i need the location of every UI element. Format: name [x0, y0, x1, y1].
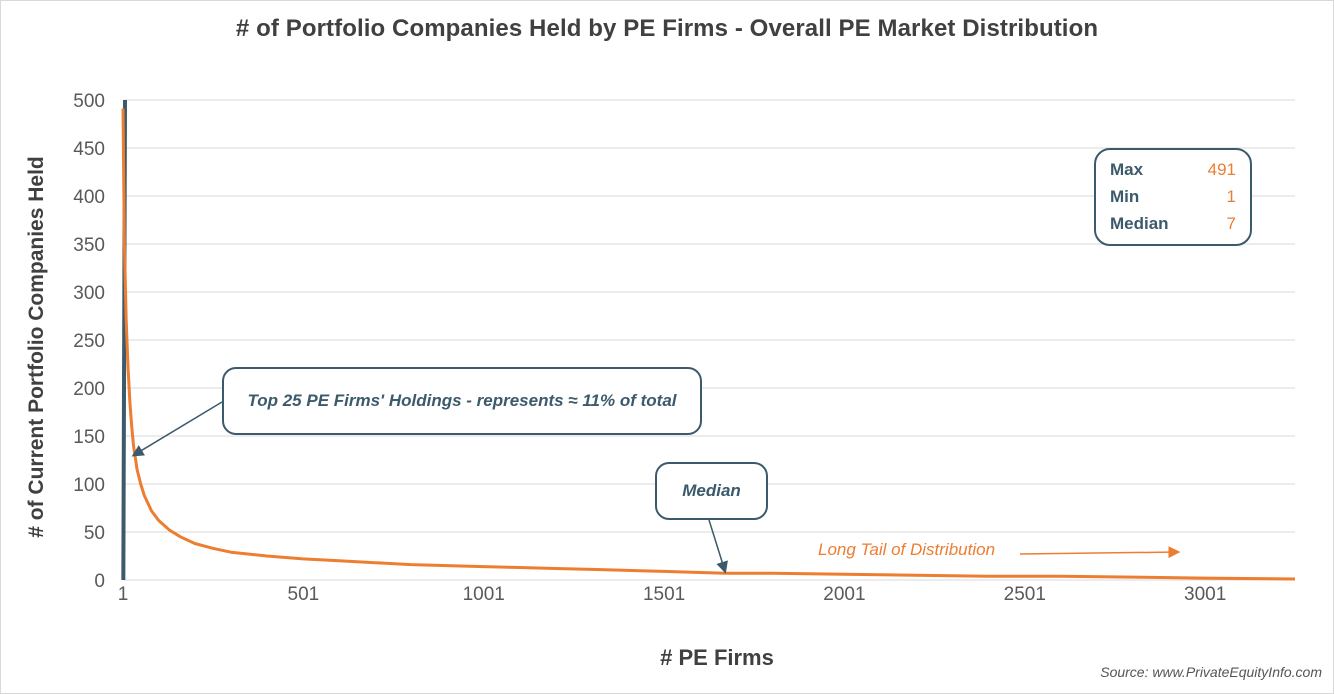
y-tick-label: 500	[73, 91, 105, 112]
median-callout: Median	[655, 462, 768, 520]
x-tick-label: 2001	[823, 584, 865, 605]
x-tick-label: 3001	[1184, 584, 1226, 605]
y-tick-label: 400	[73, 187, 105, 208]
x-tick-label: 1	[118, 584, 129, 605]
long-tail-label: Long Tail of Distribution	[818, 540, 996, 559]
x-axis-label: # PE Firms	[660, 645, 774, 670]
y-tick-label: 200	[73, 379, 105, 400]
y-tick-label: 250	[73, 331, 105, 352]
stat-value-median: 7	[1226, 214, 1236, 233]
source-note: Source: www.PrivateEquityInfo.com	[1100, 664, 1322, 680]
top25-arrow	[131, 401, 223, 457]
stat-value-max: 491	[1207, 160, 1236, 179]
x-tick-label: 1001	[463, 584, 505, 605]
stats-box: Max 491 Min 1 Median 7	[1094, 148, 1252, 246]
y-tick-label: 300	[73, 283, 105, 304]
stat-row-median: Median 7	[1110, 214, 1236, 241]
stat-label-median: Median	[1110, 214, 1169, 233]
long-tail-arrow	[1019, 546, 1181, 559]
stat-label-min: Min	[1110, 187, 1140, 206]
stat-row-min: Min 1	[1110, 187, 1236, 214]
y-tick-label: 350	[73, 235, 105, 256]
stat-label-max: Max	[1110, 160, 1144, 179]
top25-callout: Top 25 PE Firms' Holdings - represents ≈…	[222, 367, 702, 435]
median-arrow	[708, 519, 728, 574]
x-tick-label: 2501	[1004, 584, 1046, 605]
x-tick-label: 501	[288, 584, 320, 605]
stat-row-max: Max 491	[1110, 160, 1236, 187]
y-tick-label: 50	[84, 523, 105, 544]
stat-value-min: 1	[1226, 187, 1236, 206]
x-tick-label: 1501	[643, 584, 685, 605]
y-tick-label: 100	[73, 475, 105, 496]
y-tick-label: 450	[73, 139, 105, 160]
y-tick-label: 150	[73, 427, 105, 448]
chart-title: # of Portfolio Companies Held by PE Firm…	[235, 15, 1099, 42]
y-tick-label: 0	[94, 571, 105, 592]
